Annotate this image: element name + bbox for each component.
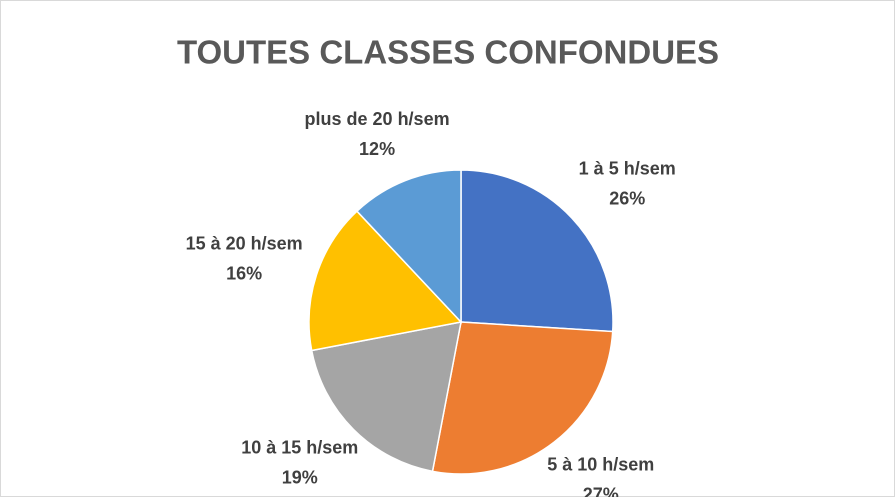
slice-value: 16% [226, 264, 262, 284]
pie-slice [460, 169, 614, 333]
pie-slice [355, 169, 462, 324]
slice-label: 1 à 5 h/sem [579, 158, 676, 178]
pie-slice [431, 321, 614, 475]
slice-value: 19% [282, 468, 318, 488]
slice-label: 15 à 20 h/sem [186, 234, 303, 254]
chart-title: TOUTES CLASSES CONFONDUES [177, 34, 719, 71]
slice-label: 5 à 10 h/sem [547, 454, 654, 474]
slice-label: 10 à 15 h/sem [241, 438, 358, 458]
slice-label: plus de 20 h/sem [305, 109, 450, 129]
slice-value: 12% [359, 139, 395, 159]
slice-value: 26% [609, 188, 645, 208]
slice-value: 27% [583, 484, 619, 497]
pie-slice [310, 321, 462, 473]
pie-slice [308, 210, 463, 352]
